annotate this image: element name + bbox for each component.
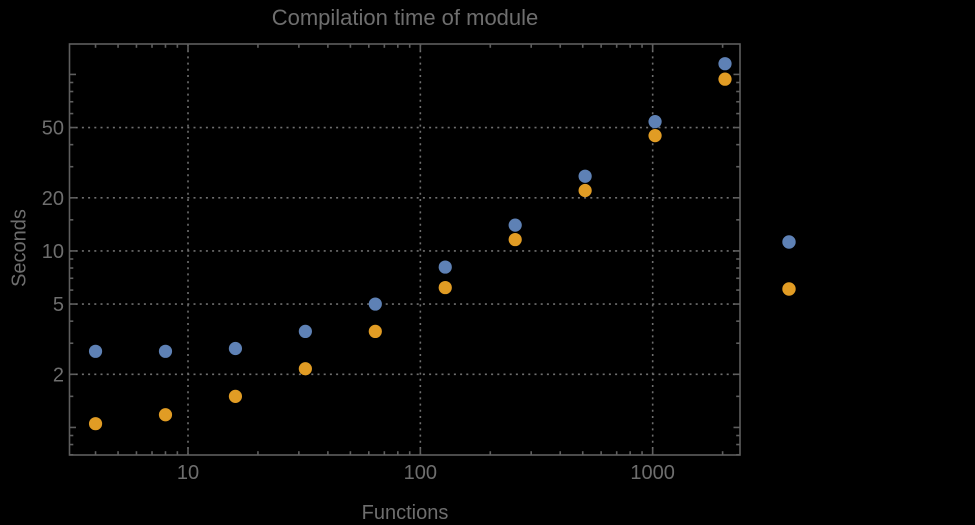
data-point-series-2-orange xyxy=(368,324,382,339)
data-point-series-1-blue xyxy=(648,115,662,129)
data-point-series-1-blue xyxy=(578,169,592,183)
data-point-series-2-orange xyxy=(158,408,173,422)
y-tick-label: 50 xyxy=(42,118,64,140)
legend-marker-blue xyxy=(782,235,796,249)
data-point-series-2-orange xyxy=(298,362,312,376)
plot-frame xyxy=(68,43,741,456)
data-point-series-1-blue xyxy=(718,57,732,71)
y-tick-label: 2 xyxy=(53,364,64,386)
data-point-series-1-blue xyxy=(158,344,173,358)
data-point-series-2-orange xyxy=(508,232,522,247)
data-point-series-2-orange xyxy=(88,417,103,431)
data-point-series-2-orange xyxy=(718,72,732,86)
chart-title: Compilation time of module xyxy=(271,5,539,30)
data-point-series-1-blue xyxy=(88,344,103,358)
data-point-series-2-orange xyxy=(228,389,243,403)
x-tick-label: 100 xyxy=(404,462,437,484)
legend-marker-orange xyxy=(782,282,796,296)
data-point-series-1-blue xyxy=(298,324,312,339)
data-point-series-2-orange xyxy=(648,129,662,143)
y-tick-label: 20 xyxy=(42,188,64,210)
x-axis-label: Functions xyxy=(361,502,449,524)
x-tick-label: 1000 xyxy=(630,462,675,484)
data-point-series-1-blue xyxy=(228,341,243,356)
data-point-series-1-blue xyxy=(438,260,452,274)
data-point-series-1-blue xyxy=(508,218,522,232)
y-tick-label: 5 xyxy=(53,294,64,316)
y-tick-label: 10 xyxy=(42,241,64,263)
x-tick-label: 10 xyxy=(177,462,199,484)
data-point-series-2-orange xyxy=(578,183,592,198)
data-point-series-1-blue xyxy=(368,297,382,311)
data-point-series-2-orange xyxy=(438,280,452,295)
